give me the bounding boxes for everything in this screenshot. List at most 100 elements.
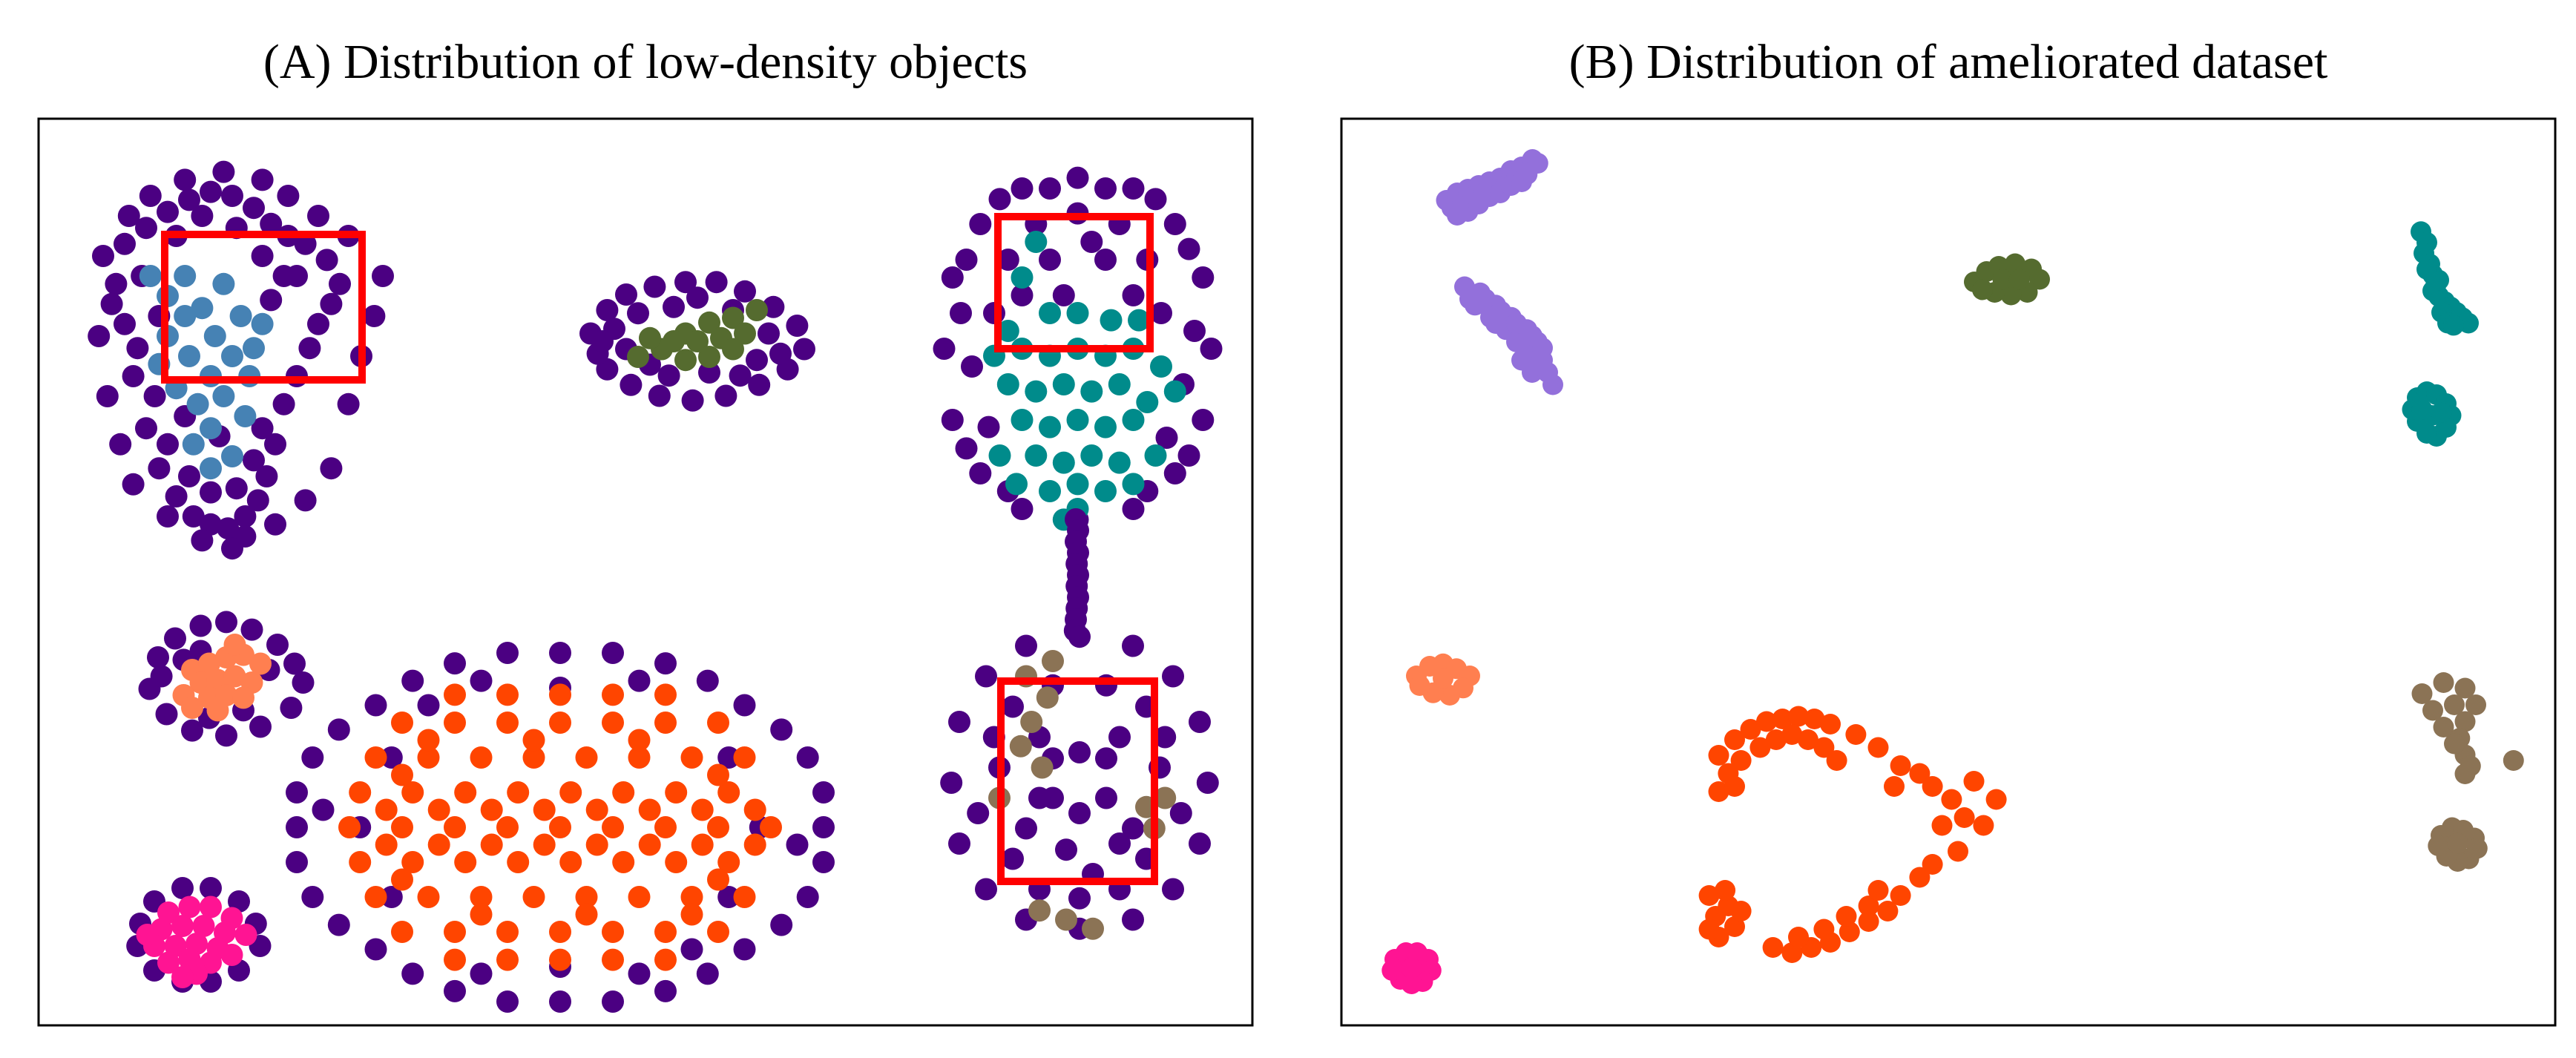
scatter-point-large-bottom-center-12-9 (470, 746, 493, 769)
scatter-point-circle-top-right-5-15 (1094, 415, 1117, 438)
scatter-point-crescent-top-left-0-1 (105, 272, 128, 295)
scatter-point-large-bottom-center-11-14 (796, 746, 819, 769)
scatter-point-large-bottom-center-12-86 (680, 903, 703, 926)
scatter-point-circle-bottom-right-7-20 (1068, 741, 1091, 763)
scatter-point-small-bottom-left-13-3 (200, 877, 222, 899)
scatter-point-small-center-3-4 (722, 306, 744, 329)
scatter-point-large-bottom-center-12-6 (707, 712, 729, 734)
scatter-point-small-center-2-27 (686, 286, 709, 309)
scatter-point-small-left-10-13 (206, 699, 229, 722)
scatter-point-circle-bottom-right-7-16 (1002, 695, 1024, 718)
scatter-point-large-bottom-center-12-4 (602, 712, 624, 734)
scatter-point-ring-6-9 (1730, 750, 1752, 771)
scatter-point-small-bottom-left-14-16 (220, 944, 243, 966)
scatter-point-large-bottom-center-11-36 (380, 746, 403, 769)
scatter-point-large-bottom-center-12-48 (391, 921, 413, 943)
scatter-point-circle-top-right-5-36 (1005, 473, 1028, 496)
scatter-point-circle-top-right-4-10 (1011, 498, 1034, 520)
scatter-point-brown-bottom-8-9 (2447, 832, 2468, 854)
scatter-point-circle-bottom-right-7-7 (1162, 878, 1184, 901)
scatter-point-large-bottom-center-11-8 (444, 652, 466, 675)
scatter-point-circle-top-right-5-14 (1066, 409, 1089, 431)
scatter-point-circle-top-right-4-0 (1066, 166, 1089, 189)
scatter-point-small-left-9-9 (249, 715, 272, 738)
scatter-point-small-center-2-22 (758, 322, 780, 345)
scatter-point-large-bottom-center-12-77 (585, 833, 608, 856)
scatter-point-crescent-top-left-0-3 (122, 365, 145, 387)
scatter-point-large-bottom-center-11-27 (602, 990, 624, 1013)
scatter-point-circle-top-right-4-35 (977, 415, 1000, 438)
scatter-point-ring-6-36 (1839, 921, 1860, 942)
scatter-point-crescent-top-left-0-63 (212, 160, 235, 183)
scatter-point-circle-top-right-5-9 (1080, 380, 1103, 403)
scatter-point-crescent-top-left-0-67 (88, 325, 111, 347)
scatter-point-crescent-top-left-0-26 (200, 180, 222, 203)
scatter-point-large-bottom-center-11-11 (654, 979, 677, 1002)
scatter-point-ring-6-30 (1948, 841, 1968, 862)
scatter-point-ring-6-31 (1922, 854, 1943, 875)
scatter-point-circle-top-right-4-32 (1177, 237, 1200, 260)
scatter-point-large-bottom-center-12-32 (349, 851, 372, 873)
scatter-point-purple-mid-1-22 (1511, 349, 1532, 371)
scatter-point-circle-bottom-right-7-4 (975, 665, 997, 688)
scatter-point-small-center-2-28 (657, 364, 680, 387)
scatter-point-ring-6-10 (1749, 737, 1771, 758)
scatter-point-small-left-9-14 (150, 665, 173, 688)
scatter-point-circle-top-right-5-8 (1052, 373, 1075, 395)
scatter-point-large-bottom-center-12-81 (417, 729, 440, 752)
scatter-point-brown-top-7-1 (2433, 672, 2454, 693)
scatter-point-small-center-3-9 (734, 322, 756, 345)
scatter-point-crescent-top-left-0-49 (260, 289, 283, 312)
scatter-point-circle-bottom-right-8-3 (1042, 650, 1064, 672)
scatter-point-small-bottom-left-14-19 (171, 966, 194, 988)
scatter-point-small-left-10-4 (249, 652, 272, 675)
scatter-point-small-left-10-7 (223, 665, 246, 688)
scatter-point-crescent-top-left-0-43 (191, 205, 214, 227)
scatter-point-crescent-top-left-0-68 (96, 385, 119, 407)
scatter-point-large-bottom-center-11-15 (796, 886, 819, 908)
scatter-point-large-bottom-center-11-19 (770, 913, 793, 936)
scatter-point-magenta-9-9 (1401, 958, 1422, 979)
scatter-point-small-center-2-8 (786, 315, 809, 337)
scatter-point-crescent-top-left-0-35 (178, 465, 200, 487)
scatter-point-small-left-9-8 (280, 697, 303, 719)
scatter-point-circle-bottom-right-7-36 (967, 802, 990, 824)
scatter-point-circle-top-right-4-7 (1163, 462, 1186, 484)
scatter-point-ring-6-17 (1826, 750, 1847, 771)
scatter-point-coral-5-8 (1409, 675, 1430, 696)
scatter-point-large-bottom-center-11-28 (286, 781, 308, 804)
scatter-point-olive-2-7 (2000, 284, 2022, 306)
scatter-point-ring-6-22 (1922, 776, 1943, 797)
scatter-point-small-left-9-0 (147, 646, 169, 668)
scatter-point-crescent-top-left-0-5 (148, 457, 171, 480)
scatter-point-purple-mid-1-14 (1475, 289, 1496, 309)
scatter-point-circle-top-right-5-34 (1100, 309, 1123, 332)
scatter-point-circle-top-right-4-6 (969, 462, 992, 484)
scatter-point-circle-bottom-right-7-15 (1189, 832, 1211, 855)
scatter-point-circle-bottom-right-7-44 (1108, 832, 1131, 855)
scatter-point-ring-6-51 (1730, 901, 1752, 921)
scatter-point-circle-top-right-4-28 (1080, 231, 1103, 253)
scatter-point-large-bottom-center-12-17 (454, 781, 477, 804)
scatter-point-small-center-3-0 (627, 346, 649, 368)
scatter-point-crescent-top-left-0-64 (174, 168, 197, 191)
scatter-point-large-bottom-center-12-72 (743, 798, 766, 821)
scatter-point-ring-6-21 (1909, 763, 1931, 784)
scatter-point-circle-top-right-5-33 (1066, 302, 1089, 324)
scatter-point-circle-top-right-4-36 (1155, 427, 1178, 449)
scatter-point-crescent-top-left-1-10 (243, 337, 265, 360)
scatter-point-large-bottom-center-12-61 (496, 683, 519, 706)
scatter-point-crescent-top-left-0-6 (165, 485, 188, 507)
scatter-point-circle-top-right-5-21 (1039, 480, 1061, 502)
scatter-point-circle-bottom-right-7-32 (1002, 847, 1024, 870)
scatter-point-crescent-top-left-0-60 (307, 205, 329, 227)
scatter-point-circle-bottom-right-7-5 (1162, 665, 1184, 688)
scatter-point-small-bottom-left-14-13 (157, 951, 180, 974)
scatter-point-crescent-top-left-1-12 (186, 392, 209, 415)
scatter-point-circle-top-right-4-33 (988, 188, 1011, 211)
scatter-point-large-bottom-center-12-27 (549, 816, 571, 838)
scatter-point-ring-6-16 (1724, 776, 1745, 797)
scatter-point-large-bottom-center-11-0 (549, 642, 571, 664)
scatter-point-ring-6-34 (1877, 901, 1899, 921)
scatter-point-large-bottom-center-12-41 (417, 886, 440, 908)
